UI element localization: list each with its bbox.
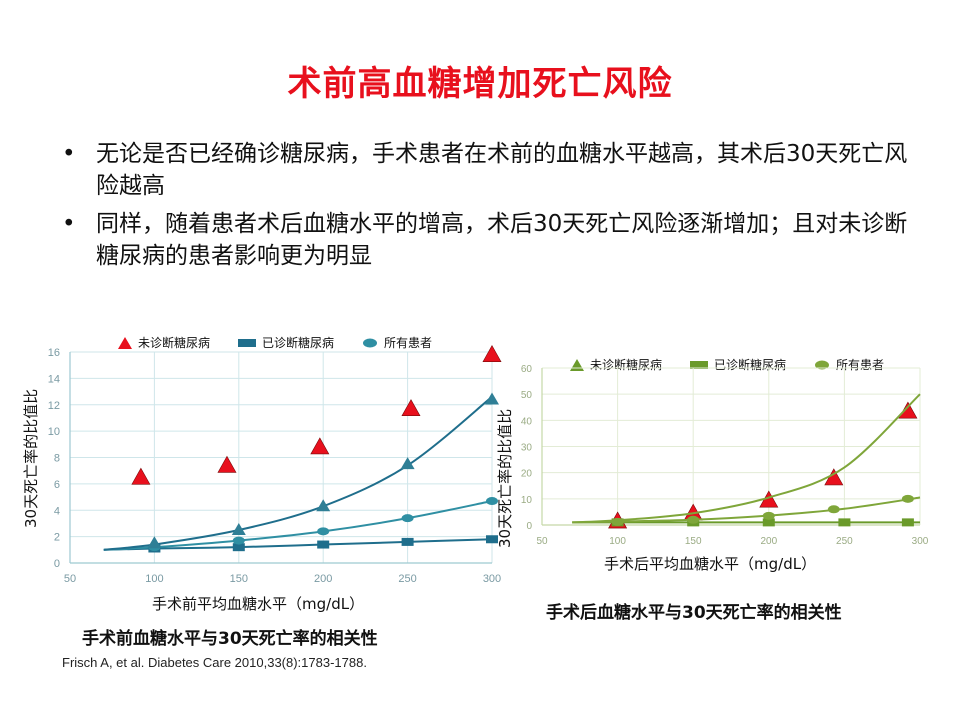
reference-citation: Frisch A, et al. Diabetes Care 2010,33(8… (62, 655, 367, 670)
left-y-axis-label: 30天死亡率的比值比 (22, 388, 40, 528)
x-tick-label: 300 (912, 536, 929, 547)
left-chart-caption: 手术前血糖水平与30天死亡率的相关性 (82, 629, 378, 649)
data-point-fit (400, 457, 415, 470)
chart-right: 0 10 20 30 40 50 60 50 100 150 200 250 300 (521, 364, 929, 547)
data-point-fit (485, 392, 499, 405)
bullet-text: 同样，随着患者术后血糖水平的增高，术后30天死亡风险逐渐增加；且对未诊断糖尿病的… (96, 211, 908, 269)
x-tick-label: 150 (685, 536, 702, 547)
data-point-fit (316, 499, 331, 512)
y-tick-label: 20 (521, 469, 533, 480)
bullet-item: • 同样，随着患者术后血糖水平的增高，术后30天死亡风险逐渐增加；且对未诊断糖尿… (62, 208, 922, 272)
data-point-diagnosed (901, 518, 914, 527)
legend-label: 未诊断糖尿病 (138, 336, 211, 350)
x-tick-label: 200 (760, 536, 777, 547)
data-point-diagnosed (317, 540, 330, 549)
triangle-icon (118, 336, 132, 349)
x-tick-label: 50 (536, 536, 548, 547)
data-point-all (687, 515, 700, 524)
bullet-item: • 无论是否已经确诊糖尿病，手术患者在术前的血糖水平越高，其术后30天死亡风险越… (62, 138, 922, 202)
series-line-fit (103, 396, 493, 551)
x-tick-label: 100 (145, 573, 163, 585)
chart-left: 0 2 4 6 8 10 12 14 16 50 100 150 200 250 300 (48, 345, 502, 585)
legend-label: 已诊断糖尿病 (262, 336, 335, 350)
right-y-axis-label: 30天死亡率的比值比 (496, 408, 514, 548)
y-tick-label: 4 (54, 505, 60, 517)
data-point-all (827, 505, 840, 514)
data-point-all (762, 511, 775, 520)
data-point-undiagnosed (898, 401, 918, 419)
y-tick-label: 10 (48, 426, 60, 438)
data-point-fit (231, 523, 246, 536)
series-line-all (572, 496, 921, 524)
data-point-diagnosed (838, 518, 851, 527)
x-tick-label: 100 (609, 536, 626, 547)
y-tick-label: 6 (54, 479, 60, 491)
y-tick-label: 0 (54, 558, 60, 570)
y-tick-label: 30 (521, 443, 533, 454)
x-tick-label: 300 (483, 573, 501, 585)
bullet-glyph: • (62, 211, 76, 237)
data-point-undiagnosed (217, 455, 237, 473)
data-point-diagnosed (486, 535, 498, 544)
right-x-axis-label: 手术后平均血糖水平（mg/dL） (604, 555, 817, 573)
right-chart-caption: 手术后血糖水平与30天死亡率的相关性 (546, 603, 842, 623)
data-point-all (232, 536, 245, 545)
data-point-diagnosed (232, 543, 245, 552)
legend-item-all: 所有患者 (362, 334, 432, 351)
x-tick-label: 50 (64, 573, 76, 585)
y-tick-label: 16 (48, 347, 60, 359)
y-tick-label: 40 (521, 416, 533, 427)
y-tick-label: 12 (48, 400, 60, 412)
x-tick-label: 250 (836, 536, 853, 547)
legend-item-undiagnosed: 未诊断糖尿病 (118, 334, 210, 351)
left-legend: 未诊断糖尿病 已诊断糖尿病 所有患者 (118, 334, 460, 351)
y-tick-label: 14 (48, 373, 60, 385)
bullet-list: • 无论是否已经确诊糖尿病，手术患者在术前的血糖水平越高，其术后30天死亡风险越… (62, 138, 922, 278)
legend-item-diagnosed: 已诊断糖尿病 (238, 334, 334, 351)
series-line-diagnosed (103, 538, 493, 551)
x-tick-label: 250 (398, 573, 416, 585)
bullet-glyph: • (62, 141, 76, 167)
data-point-undiagnosed (131, 467, 151, 485)
circle-icon (815, 360, 830, 369)
y-tick-label: 2 (54, 532, 60, 544)
data-point-undiagnosed (401, 399, 421, 417)
data-point-undiagnosed (310, 437, 330, 455)
square-icon (238, 338, 257, 347)
data-point-fit (147, 536, 162, 549)
bullet-text: 无论是否已经确诊糖尿病，手术患者在术前的血糖水平越高，其术后30天死亡风险越高 (96, 141, 908, 199)
data-point-all (901, 494, 914, 503)
series-line-fit (572, 393, 921, 524)
left-x-axis-label: 手术前平均血糖水平（mg/dL） (152, 595, 365, 613)
y-tick-label: 8 (54, 453, 60, 465)
y-tick-label: 0 (526, 521, 532, 532)
circle-icon (363, 338, 378, 347)
legend-label: 所有患者 (384, 336, 433, 350)
slide-title: 术前高血糖增加死亡风险 (287, 64, 673, 104)
data-point-all (486, 497, 498, 506)
data-point-all (401, 514, 414, 523)
y-tick-label: 10 (521, 495, 533, 506)
x-tick-label: 200 (314, 573, 332, 585)
x-tick-label: 150 (230, 573, 248, 585)
data-point-diagnosed (401, 537, 414, 546)
data-point-all (317, 527, 330, 536)
square-icon (690, 360, 709, 369)
y-tick-label: 60 (521, 364, 533, 375)
data-point-diagnosed (762, 518, 775, 527)
y-tick-label: 50 (521, 390, 533, 401)
data-point-undiagnosed (482, 345, 502, 362)
